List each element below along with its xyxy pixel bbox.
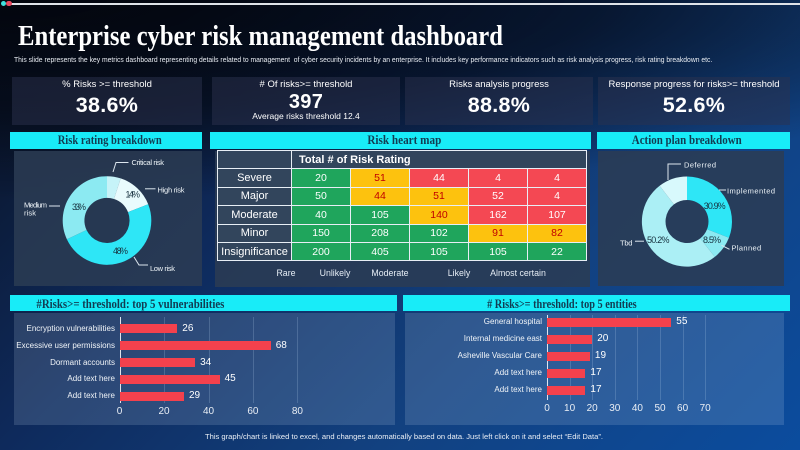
svg-text:Planned: Planned <box>732 244 762 253</box>
svg-text:Implemented: Implemented <box>727 187 775 196</box>
svg-text:Medium: Medium <box>24 201 47 210</box>
svg-text:8.5%: 8.5% <box>703 235 721 245</box>
svg-text:33%: 33% <box>72 202 86 212</box>
svg-text:48%: 48% <box>113 246 128 256</box>
svg-text:High risk: High risk <box>158 186 185 195</box>
svg-text:Critical risk: Critical risk <box>132 158 165 167</box>
svg-text:50.2%: 50.2% <box>647 235 670 245</box>
svg-text:Low risk: Low risk <box>150 264 175 273</box>
svg-text:30.9%: 30.9% <box>704 201 726 211</box>
svg-text:risk: risk <box>24 209 36 218</box>
svg-text:14%: 14% <box>126 190 141 200</box>
svg-text:Tbd: Tbd <box>620 239 632 248</box>
svg-text:Deferred: Deferred <box>684 161 716 170</box>
